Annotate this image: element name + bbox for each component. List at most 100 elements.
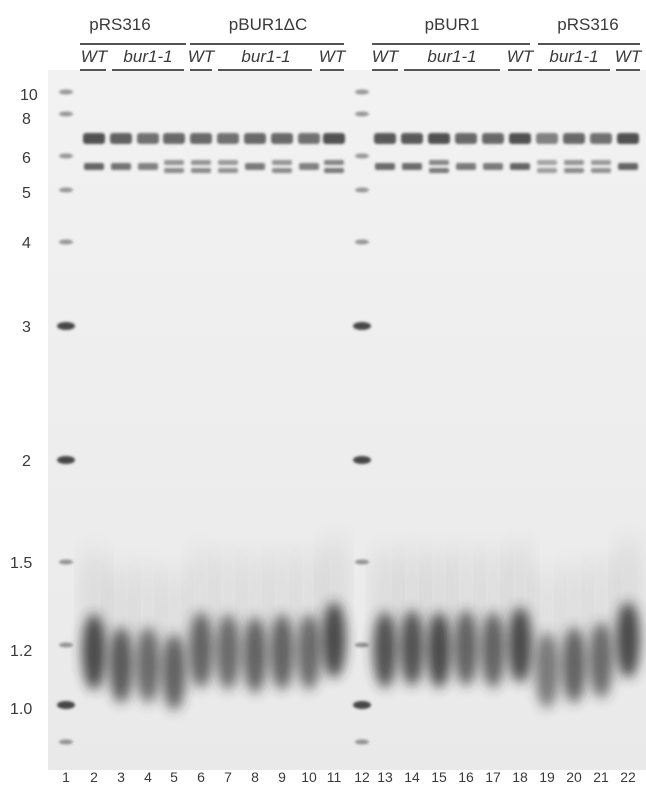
ladder-band	[59, 153, 73, 159]
lane-number: 15	[431, 769, 447, 785]
telomere-smear	[616, 602, 640, 678]
ladder-band	[353, 322, 371, 330]
telomere-smear	[535, 632, 559, 708]
size-marker-label: 2	[22, 453, 31, 470]
lower-band	[402, 163, 422, 170]
lower-band	[272, 168, 292, 173]
lane-number: 1	[62, 769, 70, 785]
header-lines	[80, 43, 640, 71]
size-marker-scale: 10 8 6 5 4 3 2 1.5 1.2 1.0	[10, 87, 38, 718]
ladder-band	[59, 559, 73, 565]
telomere-smear	[109, 627, 133, 703]
upper-band	[137, 133, 159, 144]
upper-band	[110, 133, 132, 144]
telomere-smear	[427, 612, 451, 688]
genotype-label: WT	[507, 47, 535, 66]
telomere-smear	[373, 612, 397, 688]
genotype-label: WT	[319, 47, 347, 66]
ladder-band	[57, 701, 75, 709]
lane-number: 4	[144, 769, 152, 785]
ladder-band	[353, 701, 371, 709]
gel-lanes	[57, 89, 640, 745]
upper-band	[163, 133, 185, 144]
size-marker-label: 1.5	[10, 555, 32, 572]
lane-number: 21	[593, 769, 609, 785]
lane-number: 6	[197, 769, 205, 785]
upper-band	[323, 133, 345, 144]
lower-band	[272, 160, 292, 165]
lower-band	[299, 163, 319, 170]
size-marker-label: 4	[22, 235, 31, 252]
telomere-smear	[136, 627, 160, 703]
telomere-smear	[297, 614, 321, 690]
telomere-smear	[589, 622, 613, 698]
lane-number: 12	[354, 769, 370, 785]
genotype-label: bur1-1	[549, 47, 598, 66]
ladder-band	[355, 111, 369, 117]
lower-band	[564, 168, 584, 173]
ladder-band	[355, 239, 369, 245]
lane-number: 9	[278, 769, 286, 785]
lane-number: 5	[170, 769, 178, 785]
upper-band	[590, 133, 612, 144]
upper-band	[563, 133, 585, 144]
lower-band	[483, 163, 503, 170]
lane-number: 20	[566, 769, 582, 785]
lower-band	[191, 160, 211, 165]
lower-band	[218, 168, 238, 173]
ladder-band	[59, 642, 73, 648]
ladder-band	[355, 89, 369, 95]
lane-number: 19	[539, 769, 555, 785]
upper-band	[217, 133, 239, 144]
upper-band	[509, 133, 531, 144]
telomere-smear	[481, 612, 505, 688]
lower-band	[191, 168, 211, 173]
genotype-label: WT	[188, 47, 216, 66]
lane-number: 16	[458, 769, 474, 785]
lower-band	[591, 160, 611, 165]
ladder-band	[353, 456, 371, 464]
lower-band	[324, 168, 344, 173]
lower-band	[564, 160, 584, 165]
ladder-band	[59, 239, 73, 245]
telomere-smear	[562, 627, 586, 703]
genotype-label: bur1-1	[241, 47, 290, 66]
upper-band	[428, 133, 450, 144]
telomere-smear	[162, 634, 186, 710]
size-marker-label: 5	[22, 185, 31, 202]
upper-band	[536, 133, 558, 144]
lower-band	[510, 163, 530, 170]
telomere-smear	[243, 617, 267, 693]
ladder-band	[355, 559, 369, 565]
lane-number: 7	[224, 769, 232, 785]
lower-band	[324, 160, 344, 165]
size-marker-label: 1.2	[10, 643, 32, 660]
lane-number: 22	[620, 769, 636, 785]
size-marker-label: 3	[22, 319, 31, 336]
lane-number-row: 1 2 3 4 5 6 7 8 9 10 11 12 13 14 15 16 17 18 19 20 21 22	[62, 769, 636, 785]
telomere-smear	[508, 607, 532, 683]
lower-band	[84, 163, 104, 170]
lower-band	[111, 163, 131, 170]
lower-band	[537, 160, 557, 165]
upper-band	[83, 133, 105, 144]
construct-label: pRS316	[89, 15, 150, 34]
upper-band	[190, 133, 212, 144]
genotype-label: WT	[372, 47, 400, 66]
lower-band	[218, 160, 238, 165]
ladder-band	[355, 153, 369, 159]
telomere-smear	[400, 610, 424, 686]
lane-number: 10	[301, 769, 317, 785]
lower-band	[375, 163, 395, 170]
telomere-smear	[322, 602, 346, 678]
ladder-band	[57, 322, 75, 330]
size-marker-label: 8	[22, 111, 31, 128]
lower-band	[138, 163, 158, 170]
size-marker-label: 10	[20, 87, 38, 104]
lower-band	[429, 168, 449, 173]
upper-band	[455, 133, 477, 144]
upper-band	[298, 133, 320, 144]
upper-band	[617, 133, 639, 144]
lane-number: 2	[90, 769, 98, 785]
